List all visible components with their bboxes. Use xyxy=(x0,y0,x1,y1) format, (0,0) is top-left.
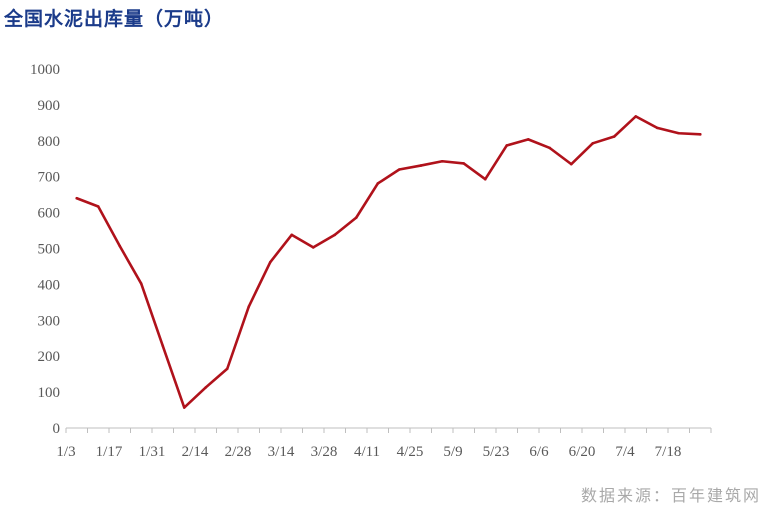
x-tick-label: 1/3 xyxy=(56,444,75,460)
data-point xyxy=(677,131,681,135)
y-tick-label: 400 xyxy=(38,277,61,293)
chart-title: 全国水泥出库量（万吨） xyxy=(4,8,225,30)
x-tick-label: 5/9 xyxy=(443,444,462,460)
y-tick-label: 700 xyxy=(38,170,61,186)
y-tick-label: 500 xyxy=(38,242,61,258)
y-tick-label: 900 xyxy=(38,98,61,114)
data-point xyxy=(376,182,380,185)
data-point xyxy=(462,162,466,165)
data-point xyxy=(161,344,165,348)
data-point xyxy=(354,216,358,219)
x-tick-label: 7/18 xyxy=(655,444,682,460)
data-point xyxy=(225,367,229,371)
y-tick-label: 1000 xyxy=(30,62,60,78)
data-point xyxy=(397,168,401,171)
series-line xyxy=(75,115,702,409)
data-source-note: 数据来源：百年建筑网 xyxy=(580,486,761,505)
data-point xyxy=(612,135,616,138)
data-point xyxy=(247,305,251,308)
x-tick-label: 6/6 xyxy=(529,444,549,460)
data-point xyxy=(118,244,122,248)
data-point xyxy=(483,177,487,181)
x-tick-label: 7/4 xyxy=(615,444,635,460)
x-tick-label: 4/25 xyxy=(397,444,424,460)
data-point xyxy=(268,260,272,264)
y-tick-label: 0 xyxy=(53,421,61,437)
y-tick-label: 200 xyxy=(38,349,61,365)
data-point xyxy=(698,133,702,136)
data-point xyxy=(569,162,573,166)
data-point xyxy=(311,246,315,249)
x-tick-label: 1/17 xyxy=(96,444,123,460)
data-point xyxy=(634,115,638,118)
data-point xyxy=(419,164,423,167)
data-point xyxy=(526,138,530,141)
y-tick-label: 300 xyxy=(38,313,61,329)
y-tick-label: 800 xyxy=(38,134,61,150)
data-point xyxy=(75,196,79,200)
data-point xyxy=(591,142,595,145)
x-tick-label: 4/11 xyxy=(354,444,380,460)
x-tick-label: 3/14 xyxy=(268,444,295,460)
x-axis-ticks: 1/3 1/17 1/31 2/14 2/28 3/14 3/28 4/11 4/25 5/9 5/… xyxy=(56,428,712,460)
data-point xyxy=(139,282,143,285)
series-group xyxy=(75,115,702,409)
y-tick-label: 600 xyxy=(38,206,61,222)
y-axis-ticks: 0 100 200 300 400 500 600 700 800 900 1000 xyxy=(30,62,60,437)
data-point xyxy=(333,233,337,237)
x-tick-label: 1/31 xyxy=(139,444,166,460)
y-tick-label: 100 xyxy=(38,385,61,401)
x-tick-label: 5/23 xyxy=(483,444,510,460)
data-point xyxy=(440,159,444,163)
data-point xyxy=(182,406,186,409)
x-tick-label: 6/20 xyxy=(569,444,596,460)
data-point xyxy=(96,205,100,208)
data-point xyxy=(505,144,509,147)
x-tick-label: 3/28 xyxy=(311,444,338,460)
data-point xyxy=(548,146,552,150)
x-tick-label: 2/28 xyxy=(225,444,252,460)
data-point xyxy=(290,233,294,237)
data-point xyxy=(204,386,208,389)
x-tick-label: 2/14 xyxy=(182,444,209,460)
data-point xyxy=(655,126,659,130)
